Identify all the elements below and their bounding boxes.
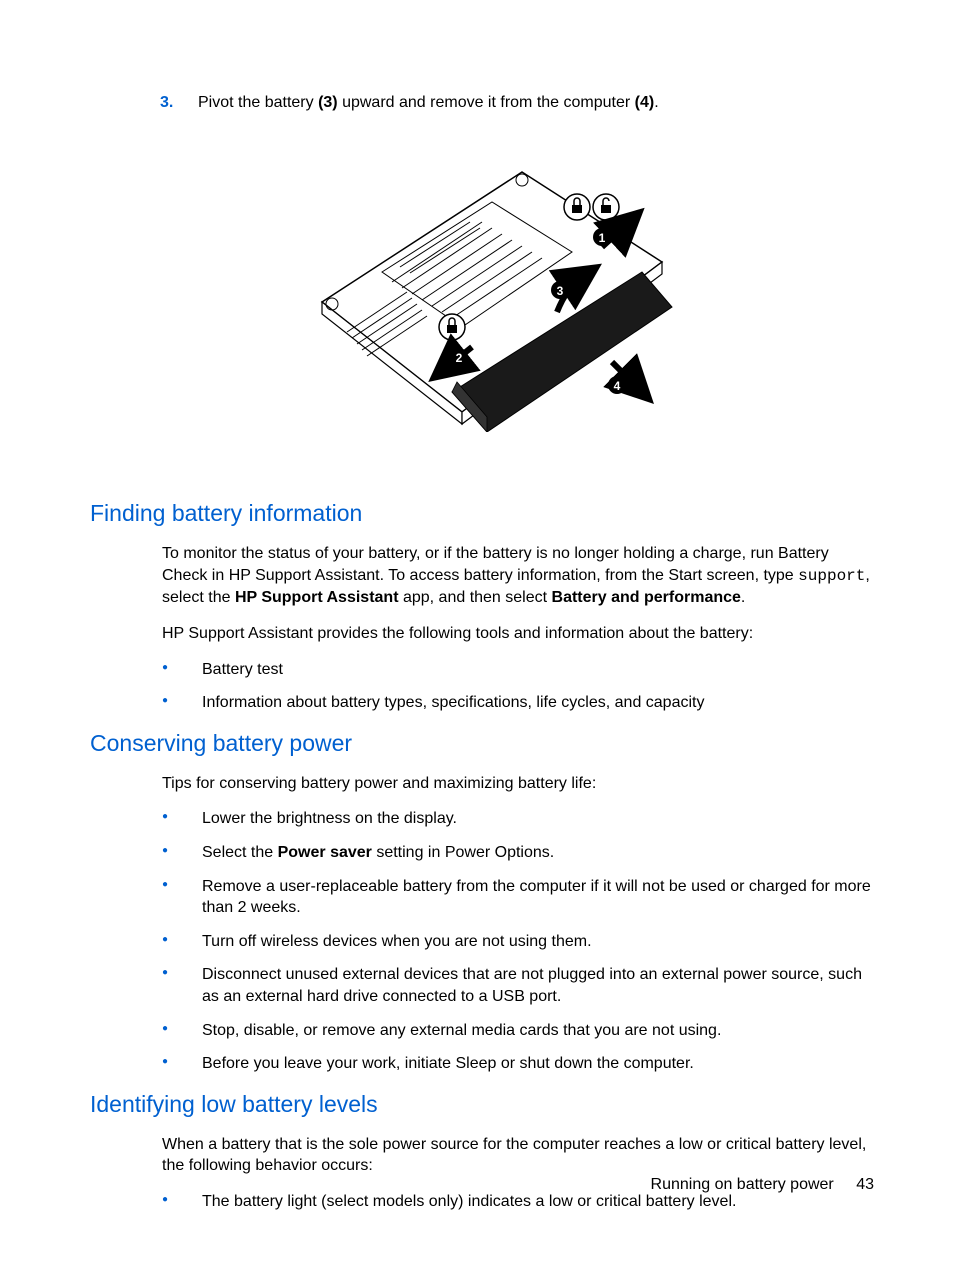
unlock-icon xyxy=(593,194,619,220)
p1bold1: HP Support Assistant xyxy=(235,589,399,606)
callout-1: 1 xyxy=(599,231,606,245)
p1c: app, and then select xyxy=(399,589,552,606)
list-item: Disconnect unused external devices that … xyxy=(162,964,874,1007)
p1bold2: Battery and performance xyxy=(552,589,741,606)
page-number: 43 xyxy=(856,1176,874,1193)
finding-para1: To monitor the status of your battery, o… xyxy=(162,543,874,609)
heading-identifying-low-battery: Identifying low battery levels xyxy=(90,1089,874,1120)
callout-3: 3 xyxy=(557,284,564,298)
numbered-step: 3. Pivot the battery (3) upward and remo… xyxy=(160,92,874,114)
list-item: Select the Power saver setting in Power … xyxy=(162,842,874,864)
list-item: Turn off wireless devices when you are n… xyxy=(162,931,874,953)
b2bold: Power saver xyxy=(278,844,372,861)
finding-para2: HP Support Assistant provides the follow… xyxy=(162,623,874,645)
p1mono: support xyxy=(798,567,865,585)
list-item: Before you leave your work, initiate Sle… xyxy=(162,1053,874,1075)
step-text-b: (3) xyxy=(318,94,338,111)
heading-finding-battery-info: Finding battery information xyxy=(90,498,874,529)
step-number: 3. xyxy=(160,92,198,114)
step-text-e: . xyxy=(654,94,658,111)
finding-bullets: Battery test Information about battery t… xyxy=(162,659,874,714)
conserving-para1: Tips for conserving battery power and ma… xyxy=(162,773,874,795)
p1d: . xyxy=(741,589,745,606)
battery-removal-diagram: 1 2 3 4 xyxy=(90,132,874,439)
list-item: Remove a user-replaceable battery from t… xyxy=(162,876,874,919)
p1a: To monitor the status of your battery, o… xyxy=(162,545,829,584)
lock-icon-2 xyxy=(439,314,465,340)
list-item: Information about battery types, specifi… xyxy=(162,692,874,714)
list-item: Stop, disable, or remove any external me… xyxy=(162,1020,874,1042)
diagram-svg: 1 2 3 4 xyxy=(272,132,692,432)
list-item: Lower the brightness on the display. xyxy=(162,808,874,830)
b2b: setting in Power Options. xyxy=(372,844,554,861)
lock-icon xyxy=(564,194,590,220)
step-text-a: Pivot the battery xyxy=(198,94,318,111)
identifying-para1: When a battery that is the sole power so… xyxy=(162,1134,874,1177)
step-text: Pivot the battery (3) upward and remove … xyxy=(198,92,874,114)
b2a: Select the xyxy=(202,844,278,861)
heading-conserving-battery: Conserving battery power xyxy=(90,728,874,759)
footer-label: Running on battery power xyxy=(651,1176,834,1193)
step-text-c: upward and remove it from the computer xyxy=(338,94,635,111)
callout-2: 2 xyxy=(456,351,463,365)
list-item: Battery test xyxy=(162,659,874,681)
callout-4: 4 xyxy=(614,379,621,393)
step-text-d: (4) xyxy=(635,94,655,111)
conserving-bullets: Lower the brightness on the display. Sel… xyxy=(162,808,874,1074)
page-footer: Running on battery power 43 xyxy=(651,1174,874,1196)
